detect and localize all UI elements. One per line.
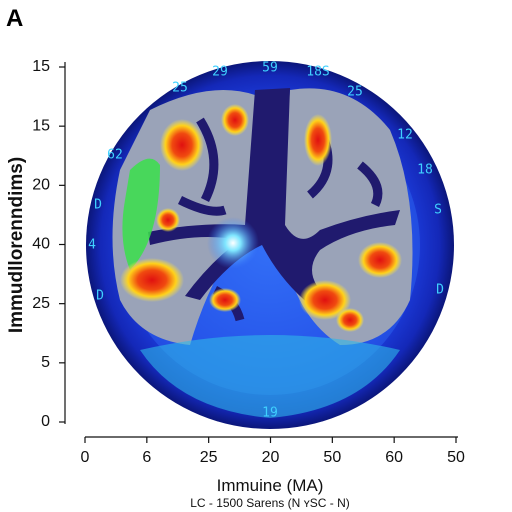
scan-image bbox=[86, 61, 454, 429]
y-tick-label: 20 bbox=[32, 177, 50, 194]
y-tick-label: 15 bbox=[32, 58, 50, 75]
ring-label: 25 bbox=[347, 85, 363, 100]
y-tick-label: 5 bbox=[41, 354, 50, 371]
ring-label: 12 bbox=[397, 128, 413, 143]
ring-label: 25 bbox=[172, 81, 188, 96]
x-tick-label: 20 bbox=[262, 449, 280, 466]
x-tick-label: 60 bbox=[385, 449, 403, 466]
x-tick-label: 6 bbox=[142, 449, 151, 466]
x-tick-label: 50 bbox=[323, 449, 341, 466]
ring-label: D bbox=[436, 283, 444, 298]
x-tick-label: 25 bbox=[200, 449, 218, 466]
ring-label: D bbox=[96, 289, 104, 304]
panel-label: A bbox=[6, 5, 23, 32]
ring-label: 4 bbox=[88, 238, 96, 253]
ring-label: 59 bbox=[262, 61, 278, 76]
y-axis-label: Immudllorenndims) bbox=[6, 157, 27, 333]
x-axis-label: Immuine (MA) bbox=[217, 476, 324, 495]
x-tick-label: 50 bbox=[447, 449, 465, 466]
ring-label: S bbox=[434, 203, 442, 218]
ring-label: 62 bbox=[107, 148, 123, 163]
ring-label: 18 bbox=[417, 163, 433, 178]
x-tick-label: 0 bbox=[81, 449, 90, 466]
ring-label: 29 bbox=[212, 65, 228, 80]
ring-label: 19 bbox=[262, 406, 278, 421]
y-tick-label: 15 bbox=[32, 117, 50, 134]
ring-label: 18S bbox=[306, 65, 329, 80]
caption: LC - 1500 Sarens (N ʏSC - N) bbox=[190, 496, 350, 510]
y-tick-label: 40 bbox=[32, 236, 50, 253]
y-tick-label: 0 bbox=[41, 413, 50, 430]
ring-label: D bbox=[94, 198, 102, 213]
y-tick-label: 25 bbox=[32, 295, 50, 312]
